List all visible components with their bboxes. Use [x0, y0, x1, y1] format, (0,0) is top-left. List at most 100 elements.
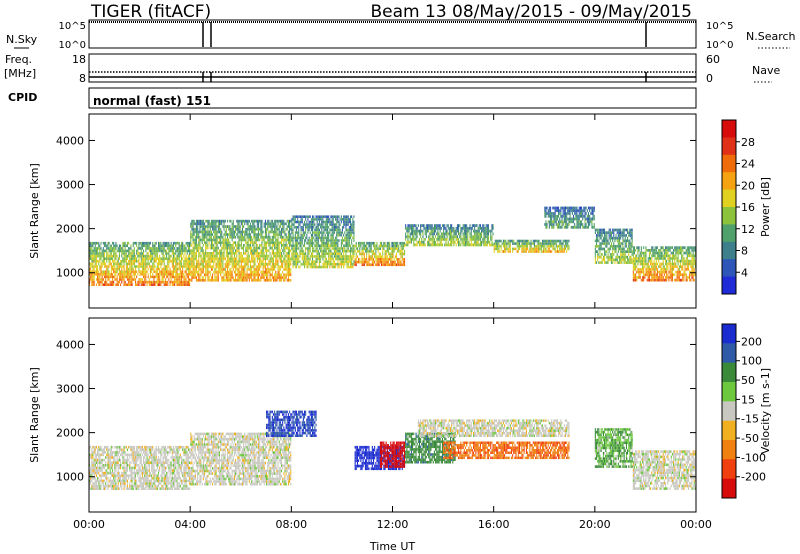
- echo-cell: [149, 241, 151, 245]
- echo-cell: [181, 270, 183, 273]
- echo-cell: [351, 228, 353, 232]
- echo-cell: [102, 241, 104, 245]
- echo-cell: [424, 243, 426, 247]
- echo-cell: [456, 224, 458, 227]
- echo-cell: [247, 276, 249, 279]
- echo-cell: [355, 244, 357, 248]
- echo-cell: [184, 265, 186, 268]
- echo-cell: [141, 278, 143, 281]
- echo-cell: [394, 260, 396, 264]
- echo-cell: [101, 270, 103, 273]
- echo-cell: [256, 227, 258, 231]
- echo-cell: [90, 241, 92, 245]
- echo-cell: [339, 263, 341, 266]
- echo-cell: [276, 260, 278, 263]
- echo-cell: [217, 252, 219, 255]
- echo-cell: [567, 225, 569, 229]
- echo-cell: [400, 241, 402, 245]
- echo-cell: [120, 278, 122, 281]
- echo-cell: [207, 268, 209, 271]
- echo-cell: [587, 214, 589, 218]
- echo-cell: [267, 222, 269, 226]
- echo-cell: [294, 252, 296, 255]
- echo-cell: [258, 257, 260, 261]
- echo-cell: [254, 225, 256, 228]
- echo-cell: [158, 275, 160, 279]
- echo-cell: [183, 283, 185, 286]
- echo-cell: [555, 209, 557, 213]
- echo-cell: [553, 239, 555, 243]
- echo-cell: [527, 239, 529, 243]
- echo-cell: [186, 267, 188, 271]
- echo-cell: [290, 241, 292, 244]
- echo-cell: [281, 219, 283, 223]
- echo-cell: [228, 225, 230, 228]
- echo-cell: [258, 270, 260, 274]
- echo-cell: [313, 260, 315, 263]
- echo-cell: [516, 244, 518, 248]
- echo-cell: [429, 238, 431, 241]
- echo-cell: [564, 225, 566, 229]
- echo-cell: [302, 244, 304, 248]
- echo-cell: [520, 244, 522, 248]
- echo-cell: [425, 232, 427, 236]
- echo-cell: [131, 257, 133, 260]
- echo-cell: [591, 212, 593, 215]
- echo-cell: [559, 225, 561, 229]
- echo-cell: [559, 212, 561, 215]
- echo-cell: [553, 217, 555, 221]
- echo-cell: [183, 254, 185, 258]
- echo-cell: [227, 257, 229, 261]
- echo-cell: [383, 260, 385, 264]
- echo-cell: [212, 260, 214, 263]
- echo-cell: [335, 244, 337, 248]
- echo-cell: [139, 254, 141, 258]
- echo-cell: [355, 263, 357, 267]
- echo-cell: [94, 270, 96, 273]
- echo-cell: [251, 254, 253, 258]
- echo-cell: [167, 267, 169, 271]
- echo-cell: [137, 249, 139, 253]
- echo-cell: [246, 246, 248, 250]
- echo-cell: [97, 265, 99, 268]
- echo-cell: [210, 244, 212, 247]
- echo-cell: [437, 229, 439, 233]
- echo-cell: [548, 212, 550, 215]
- echo-cell: [233, 252, 235, 255]
- echo-cell: [172, 247, 174, 250]
- echo-cell: [278, 254, 280, 258]
- echo-band-power: [89, 241, 191, 286]
- echo-cell: [291, 247, 293, 250]
- echo-cell: [332, 220, 334, 224]
- echo-cell: [300, 218, 302, 221]
- echo-cell: [262, 235, 264, 239]
- echo-cell: [246, 233, 248, 236]
- echo-cell: [281, 257, 283, 261]
- echo-cell: [290, 227, 292, 231]
- echo-cell: [382, 244, 384, 248]
- echo-cell: [279, 241, 281, 244]
- echo-cell: [151, 280, 153, 284]
- echo-cell: [336, 220, 338, 224]
- echo-cell: [562, 220, 564, 224]
- echo-cell: [333, 241, 335, 245]
- echo-cell: [108, 275, 110, 279]
- echo-cell: [327, 236, 329, 240]
- echo-cell: [347, 260, 349, 263]
- echo-cell: [347, 215, 349, 218]
- echo-cell: [321, 244, 323, 248]
- echo-cell: [471, 238, 473, 241]
- echo-cell: [281, 262, 283, 266]
- echo-cell: [239, 219, 241, 223]
- echo-cell: [315, 260, 317, 263]
- echo-cell: [352, 247, 354, 250]
- echo-cell: [231, 252, 233, 255]
- echo-cell: [451, 243, 453, 247]
- echo-cell: [340, 252, 342, 255]
- echo-cell: [237, 235, 239, 239]
- echo-cell: [385, 263, 387, 267]
- echo-cell: [192, 252, 194, 255]
- echo-cell: [570, 225, 572, 229]
- echo-cell: [476, 240, 478, 244]
- echo-cell: [277, 260, 279, 263]
